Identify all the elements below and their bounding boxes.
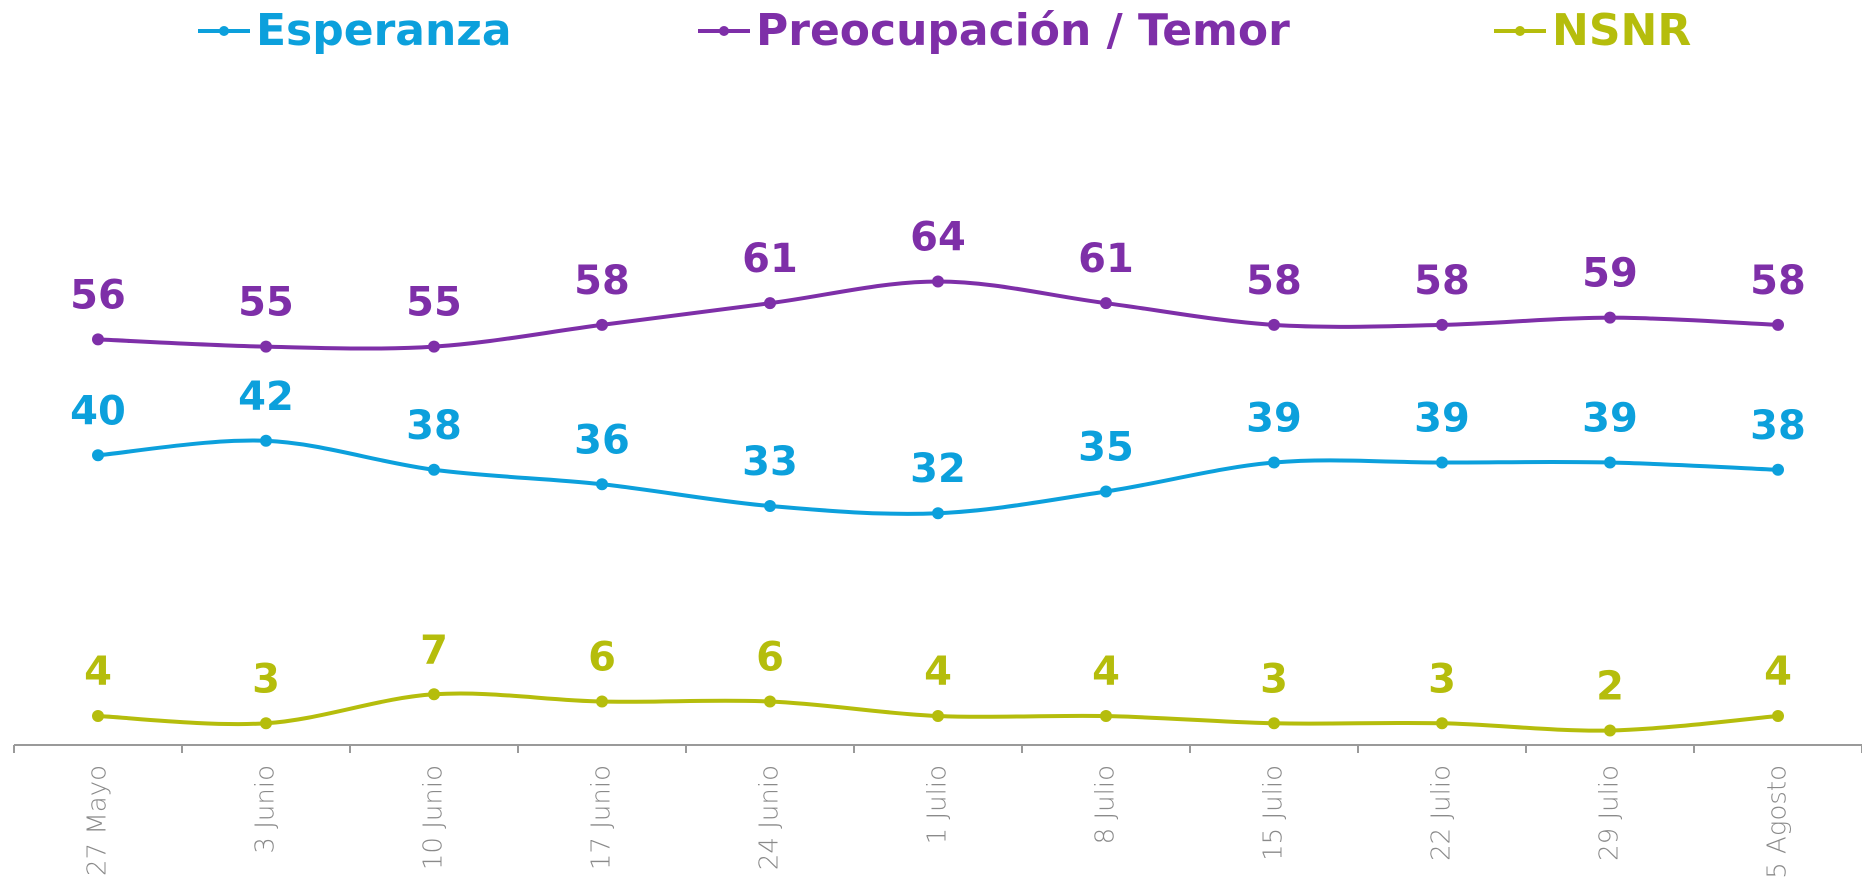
value-label: 58 xyxy=(1246,258,1302,304)
value-label: 40 xyxy=(70,388,126,434)
point xyxy=(1604,456,1616,469)
series-line xyxy=(97,279,1779,351)
legend-label: NSNR xyxy=(1552,5,1691,56)
x-tick-label: 29 Julio xyxy=(1595,765,1625,861)
point xyxy=(596,478,608,491)
point xyxy=(1436,318,1448,331)
value-label: 2 xyxy=(1596,664,1624,710)
point xyxy=(1772,463,1784,476)
value-label: 56 xyxy=(70,272,126,318)
point xyxy=(92,333,104,346)
point xyxy=(92,710,104,723)
point xyxy=(1436,456,1448,469)
x-tick-label: 15 Julio xyxy=(1259,765,1289,861)
point xyxy=(260,340,272,353)
value-label: 4 xyxy=(1764,649,1792,695)
point xyxy=(764,499,776,512)
value-label: 58 xyxy=(1750,258,1806,304)
point xyxy=(764,297,776,310)
value-label: 4 xyxy=(924,649,952,695)
x-tick-label: 22 Julio xyxy=(1427,765,1457,861)
value-label: 36 xyxy=(574,417,630,463)
x-tick-label: 24 Junio xyxy=(755,765,785,870)
point xyxy=(1772,710,1784,723)
x-tick-label: 1 Julio xyxy=(923,765,953,844)
point xyxy=(1772,318,1784,331)
x-tick-label: 3 Junio xyxy=(251,765,281,854)
value-label: 59 xyxy=(1582,251,1638,297)
point xyxy=(596,695,608,708)
value-label: 6 xyxy=(588,635,616,681)
value-label: 38 xyxy=(1750,403,1806,449)
legend-dot xyxy=(719,26,729,36)
value-label: 39 xyxy=(1414,396,1470,442)
value-label: 3 xyxy=(1428,656,1456,702)
point xyxy=(1436,717,1448,730)
legend-dot xyxy=(1515,26,1525,36)
legend-dot xyxy=(219,26,229,36)
value-label: 58 xyxy=(1414,258,1470,304)
point xyxy=(1100,297,1112,310)
value-label: 39 xyxy=(1246,396,1302,442)
value-label: 4 xyxy=(84,649,112,695)
value-label: 35 xyxy=(1078,425,1134,471)
point xyxy=(764,695,776,708)
point xyxy=(428,688,440,701)
value-label: 55 xyxy=(238,280,294,326)
point xyxy=(1268,456,1280,469)
value-label: 4 xyxy=(1092,649,1120,695)
x-tick-label: 5 Agosto xyxy=(1763,765,1793,879)
point xyxy=(932,507,944,520)
value-label: 38 xyxy=(406,403,462,449)
point xyxy=(428,340,440,353)
point xyxy=(260,434,272,447)
legend-label: Esperanza xyxy=(256,5,512,56)
value-label: 61 xyxy=(1078,236,1134,282)
point xyxy=(428,463,440,476)
value-label: 3 xyxy=(1260,656,1288,702)
point xyxy=(260,717,272,730)
value-label: 61 xyxy=(742,236,798,282)
value-label: 6 xyxy=(756,635,784,681)
point xyxy=(1268,318,1280,331)
value-label: 7 xyxy=(420,627,448,673)
x-tick-label: 10 Junio xyxy=(419,765,449,870)
point xyxy=(1268,717,1280,730)
point xyxy=(1100,710,1112,723)
x-tick-label: 17 Junio xyxy=(587,765,617,870)
point xyxy=(1604,311,1616,324)
value-label: 42 xyxy=(238,374,294,420)
point xyxy=(596,318,608,331)
value-label: 58 xyxy=(574,258,630,304)
point xyxy=(1604,724,1616,737)
value-label: 39 xyxy=(1582,396,1638,442)
value-label: 3 xyxy=(252,656,280,702)
point xyxy=(932,275,944,288)
value-label: 33 xyxy=(742,439,798,485)
legend-label: Preocupación / Temor xyxy=(756,5,1290,56)
point xyxy=(1100,485,1112,498)
x-tick-label: 27 Mayo xyxy=(83,765,113,876)
point xyxy=(932,710,944,723)
x-tick-label: 8 Julio xyxy=(1091,765,1121,844)
value-label: 55 xyxy=(406,280,462,326)
point xyxy=(92,449,104,462)
value-label: 32 xyxy=(910,446,966,492)
value-label: 64 xyxy=(910,214,966,260)
